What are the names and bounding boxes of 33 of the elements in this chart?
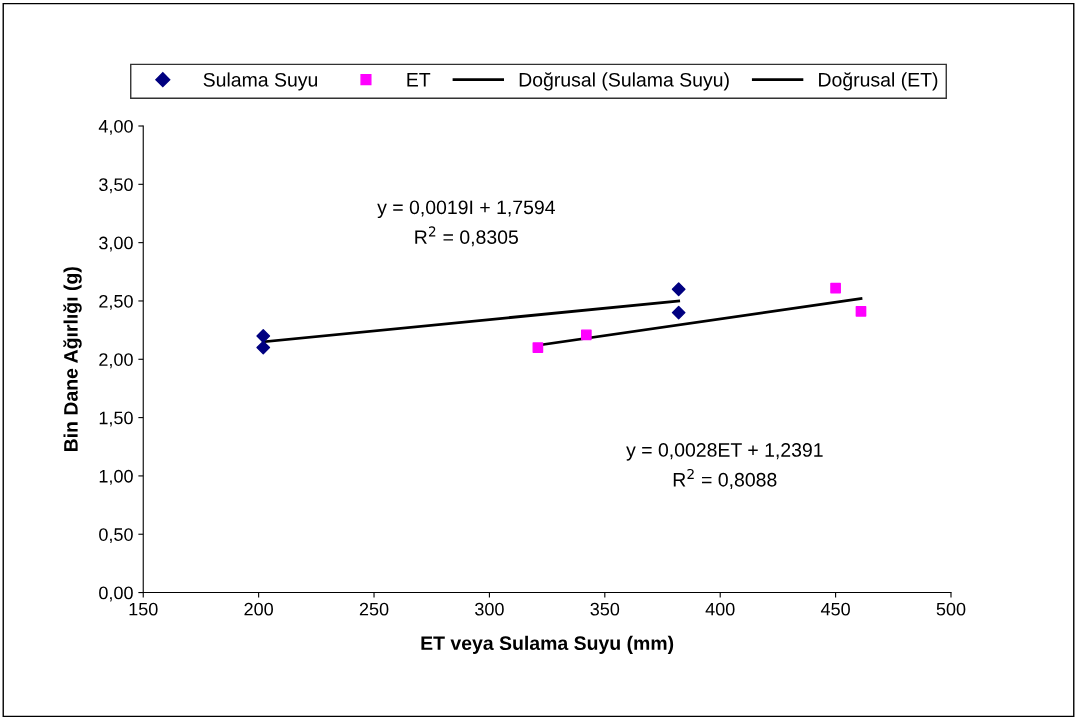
y-tick-label: 3,00: [99, 236, 133, 252]
legend-label: Doğrusal (ET): [819, 72, 938, 91]
x-tick-label: 350: [590, 602, 620, 616]
legend-label: Sulama Suyu: [203, 72, 318, 91]
y-tick-label: 0,50: [99, 528, 133, 544]
y-tick-label: 1,00: [99, 469, 133, 485]
annotation: y = 0,0019I + 1,7594 R$^{2}$ = 0,8305: [377, 200, 555, 247]
x-tick-label: 250: [359, 602, 389, 616]
point: [830, 282, 841, 294]
legend-label: ET: [407, 73, 431, 87]
x-axis-title: ET veya Sulama Suyu (mm): [421, 635, 674, 654]
y-tick-label: 2,00: [99, 353, 133, 369]
point: [671, 305, 686, 320]
point: [580, 329, 592, 341]
x-tick-label: 200: [244, 602, 273, 616]
annotation: y = 0,0028ET + 1,2391 R$^{2}$ = 0,8088: [626, 443, 823, 489]
y-tick-label: 0,00: [99, 586, 133, 602]
x-tick-label: 300: [475, 602, 504, 616]
x-tick-label: 450: [820, 602, 850, 616]
point: [532, 342, 544, 353]
y-tick-label: 1,50: [99, 411, 133, 427]
y-tick-label: 3,50: [99, 178, 133, 194]
legend-label: Doğrusal (Sulama Suyu): [519, 72, 729, 91]
y-tick-label: 2,50: [99, 294, 133, 310]
x-tick-label: 400: [705, 602, 735, 616]
y-tick-label: 4,00: [98, 119, 133, 135]
x-tick-label: 500: [936, 602, 966, 616]
y-axis-title: Bin Dane Ağırlığı (g): [63, 267, 82, 452]
point: [256, 340, 271, 355]
point: [855, 306, 867, 317]
x-tick-label: 150: [129, 602, 158, 616]
point: [256, 329, 271, 343]
point: [671, 282, 686, 297]
